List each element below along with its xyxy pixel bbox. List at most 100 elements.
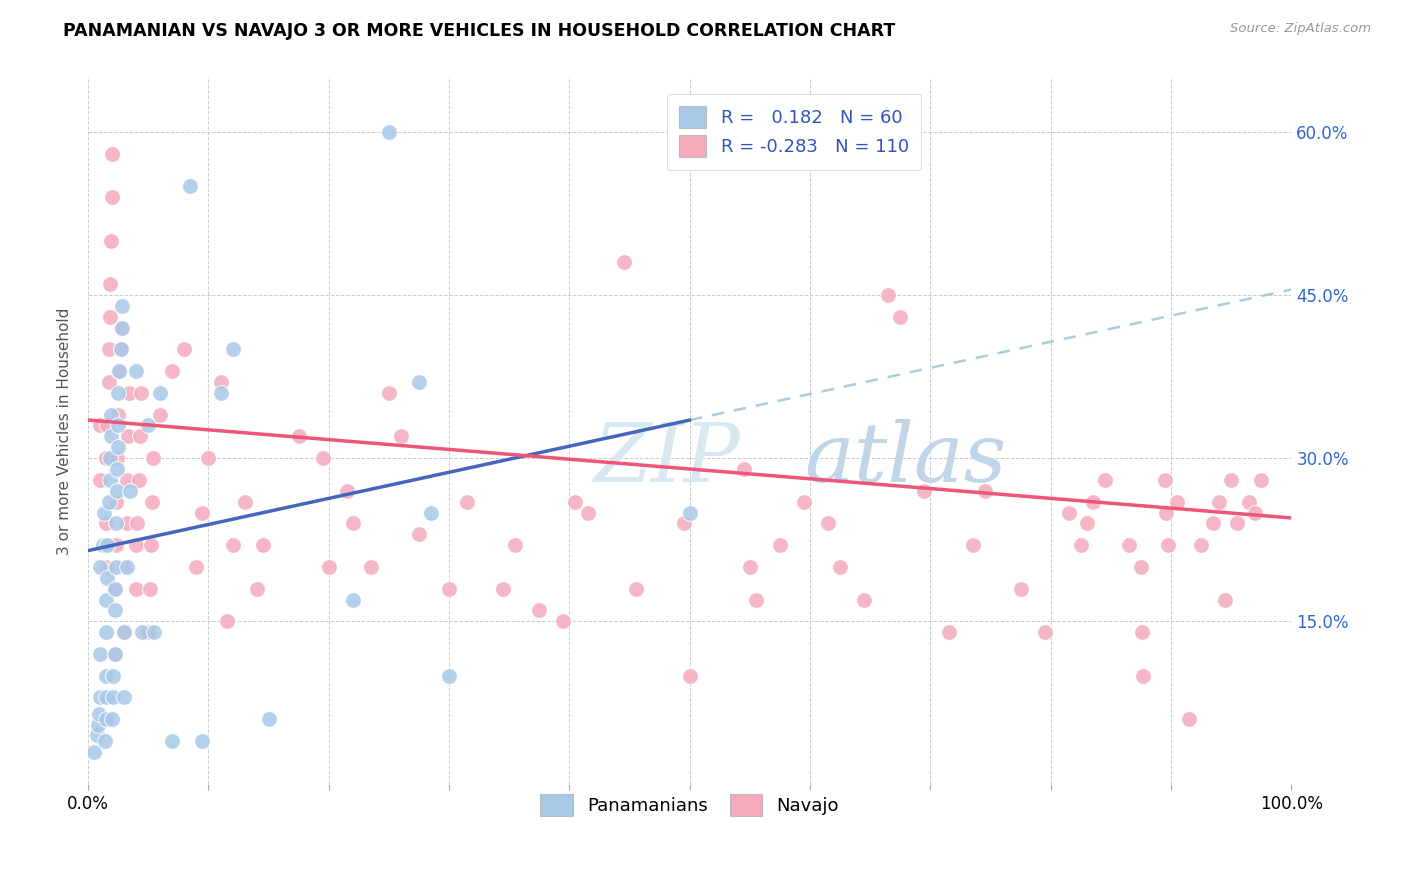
Point <box>104 582 127 596</box>
Point <box>149 408 172 422</box>
Point <box>877 288 900 302</box>
Point <box>1118 538 1140 552</box>
Point <box>97 494 120 508</box>
Point <box>83 745 105 759</box>
Point <box>389 429 412 443</box>
Point <box>94 734 117 748</box>
Point <box>1220 473 1243 487</box>
Point <box>1166 494 1188 508</box>
Point <box>1070 538 1092 552</box>
Point <box>103 668 125 682</box>
Point <box>624 582 647 596</box>
Point <box>112 625 135 640</box>
Point <box>136 418 159 433</box>
Point <box>96 625 118 640</box>
Point <box>118 385 141 400</box>
Point <box>420 506 443 520</box>
Point <box>221 538 243 552</box>
Point <box>221 343 243 357</box>
Point <box>96 712 118 726</box>
Point <box>817 516 839 531</box>
Point <box>738 560 761 574</box>
Point <box>1132 668 1154 682</box>
Point <box>733 462 755 476</box>
Point <box>100 429 122 443</box>
Point <box>103 690 125 705</box>
Point <box>101 712 124 726</box>
Point <box>173 343 195 357</box>
Point <box>1189 538 1212 552</box>
Point <box>101 146 124 161</box>
Point <box>127 516 149 531</box>
Point <box>96 571 118 585</box>
Point <box>96 538 118 552</box>
Point <box>1250 473 1272 487</box>
Point <box>96 592 118 607</box>
Point <box>125 582 148 596</box>
Point <box>914 483 936 498</box>
Point <box>1156 538 1178 552</box>
Point <box>246 582 269 596</box>
Point <box>1010 582 1032 596</box>
Text: ZIP: ZIP <box>593 419 741 500</box>
Point <box>107 440 129 454</box>
Point <box>104 647 127 661</box>
Text: Source: ZipAtlas.com: Source: ZipAtlas.com <box>1230 22 1371 36</box>
Point <box>105 451 128 466</box>
Point <box>378 385 401 400</box>
Point <box>98 310 121 324</box>
Point <box>107 418 129 433</box>
Point <box>576 506 599 520</box>
Point <box>1094 473 1116 487</box>
Point <box>141 494 163 508</box>
Point <box>108 364 131 378</box>
Point <box>197 451 219 466</box>
Point <box>107 385 129 400</box>
Point <box>437 668 460 682</box>
Point <box>505 538 527 552</box>
Point <box>96 516 118 531</box>
Point <box>233 494 256 508</box>
Point <box>360 560 382 574</box>
Point <box>136 625 159 640</box>
Point <box>98 277 121 291</box>
Point <box>129 385 152 400</box>
Point <box>613 255 636 269</box>
Point <box>1130 625 1153 640</box>
Point <box>209 375 232 389</box>
Point <box>91 538 114 552</box>
Point <box>89 560 111 574</box>
Point <box>853 592 876 607</box>
Point <box>209 385 232 400</box>
Point <box>938 625 960 640</box>
Point <box>104 516 127 531</box>
Point <box>97 375 120 389</box>
Point <box>1130 560 1153 574</box>
Point <box>111 299 134 313</box>
Point <box>318 560 340 574</box>
Point <box>93 506 115 520</box>
Point <box>101 190 124 204</box>
Point <box>96 690 118 705</box>
Text: atlas: atlas <box>804 419 1007 500</box>
Point <box>105 462 128 476</box>
Point <box>793 494 815 508</box>
Point <box>89 647 111 661</box>
Point <box>1154 473 1177 487</box>
Point <box>191 506 214 520</box>
Point <box>456 494 478 508</box>
Point <box>117 429 139 443</box>
Point <box>112 560 135 574</box>
Point <box>564 494 586 508</box>
Point <box>679 668 702 682</box>
Point <box>86 729 108 743</box>
Point <box>98 473 121 487</box>
Point <box>87 717 110 731</box>
Point <box>191 734 214 748</box>
Point <box>1081 494 1104 508</box>
Point <box>336 483 359 498</box>
Point <box>162 734 184 748</box>
Point <box>89 690 111 705</box>
Point <box>97 343 120 357</box>
Point <box>139 538 162 552</box>
